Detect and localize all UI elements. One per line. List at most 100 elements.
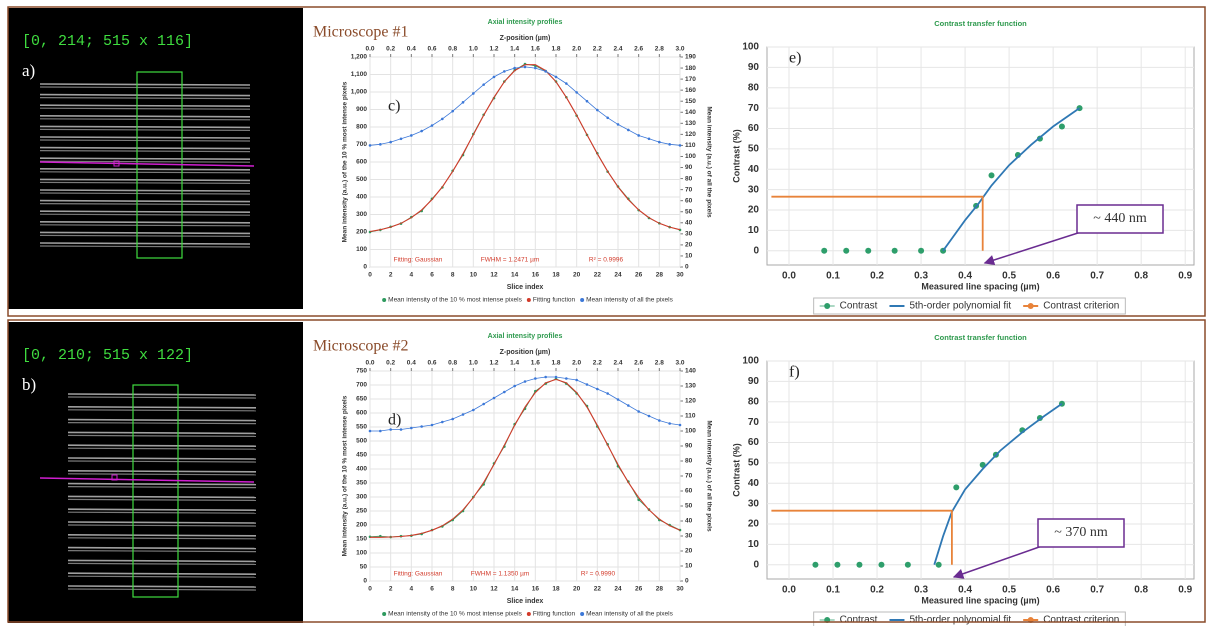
legend: Mean intensity of the 10 % most intense … <box>382 611 674 618</box>
x2-tick-label: 1.8 <box>551 360 560 367</box>
y2-tick-label: 140 <box>685 109 696 116</box>
profile-line <box>39 477 255 483</box>
x-tick-label: 28 <box>656 272 664 279</box>
y-tick-label: 50 <box>360 564 368 571</box>
data-point <box>658 140 661 144</box>
data-point <box>647 137 651 141</box>
grating-line <box>67 559 257 563</box>
y-tick-label: 300 <box>356 494 367 501</box>
y2-tick-label: 140 <box>685 368 696 375</box>
grating-line <box>67 473 257 476</box>
profile-line <box>39 161 255 167</box>
data-point <box>503 70 506 73</box>
panel-label: d) <box>388 412 401 429</box>
data-point <box>647 414 651 418</box>
x-axis-title: Slice index <box>507 598 544 605</box>
legend: Contrast 5th-order polynomial fit Contrast… <box>813 611 1126 626</box>
grating-line <box>39 168 251 171</box>
grating-line <box>67 434 257 437</box>
x2-tick-label: 2.0 <box>572 46 581 53</box>
x-tick-label: 18 <box>552 586 560 593</box>
data-point <box>575 91 578 94</box>
data-point <box>565 377 568 380</box>
grating-line <box>67 396 257 399</box>
annotation-arrow <box>952 545 1043 579</box>
legend-label: Contrast <box>840 301 878 312</box>
annotation-text: ~ 440 nm <box>1093 211 1147 226</box>
data-point <box>389 428 392 431</box>
data-point <box>596 387 599 391</box>
x2-tick-label: 1.2 <box>489 46 498 53</box>
data-point <box>953 484 960 491</box>
grating-line <box>67 562 257 566</box>
legend-symbol <box>526 612 531 616</box>
grating-line <box>39 157 251 160</box>
x-tick-label: 28 <box>656 586 664 593</box>
grating-line <box>39 150 251 153</box>
grating-line <box>67 460 257 463</box>
x2-tick-label: 2.2 <box>593 360 602 367</box>
grating-line <box>39 189 251 192</box>
grating-line <box>39 139 251 142</box>
data-point <box>451 417 454 421</box>
data-point <box>554 75 558 79</box>
x2-tick-label: 1.8 <box>551 46 560 53</box>
y-tick-label: 20 <box>748 519 760 530</box>
data-point <box>627 128 630 132</box>
y-tick-label: 750 <box>356 368 367 375</box>
legend-label: Contrast criterion <box>1043 301 1119 312</box>
data-point <box>865 247 872 254</box>
series-line <box>369 64 681 233</box>
fit-annotation: Fitting: Gaussian <box>394 257 443 264</box>
x2-tick-label: 2.8 <box>655 360 664 367</box>
x-axis-title: Measured line spacing (µm) <box>921 281 1039 291</box>
y2-tick-label: 120 <box>685 398 696 405</box>
legend-label: Fitting function <box>533 297 576 304</box>
data-point <box>513 66 516 70</box>
y-tick-label: 300 <box>356 211 367 218</box>
panel-label: a) <box>22 61 35 80</box>
x2-tick-label: 0.8 <box>448 46 457 53</box>
plot-area <box>766 360 1195 580</box>
fit-annotation: Fitting: Gaussian <box>394 571 443 578</box>
grating-line <box>67 585 257 588</box>
data-point <box>368 144 372 147</box>
data-point <box>606 392 609 395</box>
x2-tick-label: 2.4 <box>613 360 622 367</box>
y-tick-label: 70 <box>748 103 760 114</box>
x-tick-label: 26 <box>635 586 643 593</box>
chart-title: Contrast transfer function <box>934 333 1027 342</box>
grating-line <box>67 521 257 524</box>
grating-line <box>39 192 251 195</box>
data-point <box>878 561 885 568</box>
y2-tick-label: 180 <box>685 65 696 72</box>
y2-tick-label: 10 <box>685 253 693 260</box>
y2-axis-title: Mean intensity (a.u.) of all the pixels <box>705 420 712 532</box>
grating-line <box>67 431 257 435</box>
y-tick-label: 0 <box>753 559 759 570</box>
row-border <box>7 6 1206 317</box>
y-tick-label: 10 <box>748 539 760 550</box>
y-tick-label: 90 <box>748 376 760 387</box>
legend-symbol <box>382 298 387 302</box>
x2-axis-title: Z-position (µm) <box>500 349 551 356</box>
x2-tick-label: 2.8 <box>655 46 664 53</box>
data-point <box>904 561 911 568</box>
data-point <box>472 408 475 412</box>
data-point <box>523 65 527 69</box>
grating-line <box>67 409 257 412</box>
x2-tick-label: 0.6 <box>427 46 436 53</box>
data-point <box>482 402 485 406</box>
y-tick-label: 30 <box>748 184 760 195</box>
legend-label: Mean intensity of the 10 % most intense … <box>388 297 522 304</box>
y-tick-label: 100 <box>742 356 759 367</box>
data-point <box>658 419 661 422</box>
y-tick-label: 800 <box>356 124 367 131</box>
data-point <box>368 429 372 433</box>
y-tick-label: 1,100 <box>351 71 368 78</box>
y-tick-label: 100 <box>742 42 759 53</box>
y-tick-label: 250 <box>356 508 367 515</box>
grating-line <box>67 393 257 396</box>
x2-tick-label: 2.2 <box>593 46 602 53</box>
y-tick-label: 550 <box>356 424 367 431</box>
